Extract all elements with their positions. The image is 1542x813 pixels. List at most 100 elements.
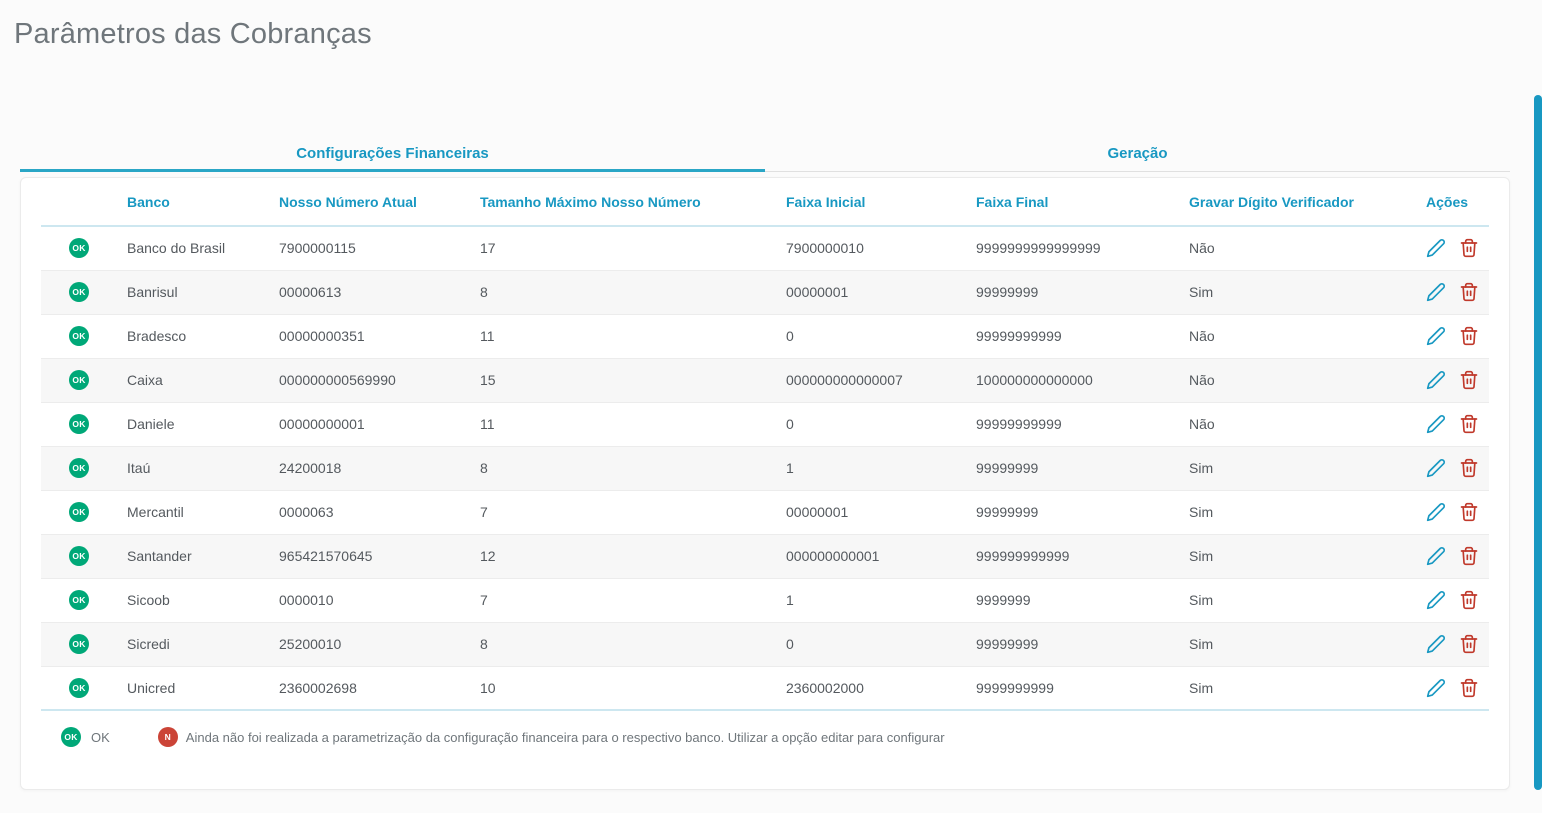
cell-faixa-inicial: 7900000010 bbox=[786, 226, 976, 271]
cell-faixa-final: 99999999 bbox=[976, 490, 1189, 535]
column-header-tamanho-maximo: Tamanho Máximo Nosso Número bbox=[480, 178, 786, 227]
cell-faixa-final: 9999999999 bbox=[976, 666, 1189, 711]
cell-nosso-numero-atual: 00000000001 bbox=[279, 402, 480, 447]
pencil-icon[interactable] bbox=[1426, 546, 1446, 566]
table-row: OK Banco do Brasil 7900000115 17 7900000… bbox=[41, 226, 1489, 271]
cell-faixa-final: 99999999 bbox=[976, 270, 1189, 315]
cell-gravar-digito: Sim bbox=[1189, 666, 1426, 711]
table-row: OK Daniele 00000000001 11 0 99999999999 … bbox=[41, 402, 1489, 447]
cell-banco: Santander bbox=[127, 534, 279, 579]
pencil-icon[interactable] bbox=[1426, 634, 1446, 654]
cell-gravar-digito: Não bbox=[1189, 402, 1426, 447]
pencil-icon[interactable] bbox=[1426, 414, 1446, 434]
table-row: OK Santander 965421570645 12 00000000000… bbox=[41, 534, 1489, 579]
trash-icon[interactable] bbox=[1459, 370, 1479, 390]
cell-faixa-final: 9999999999999999 bbox=[976, 226, 1189, 271]
cell-tamanho-maximo: 11 bbox=[480, 314, 786, 359]
cell-banco: Banco do Brasil bbox=[127, 226, 279, 271]
cell-faixa-inicial: 00000001 bbox=[786, 270, 976, 315]
cell-nosso-numero-atual: 25200010 bbox=[279, 622, 480, 667]
table-row: OK Unicred 2360002698 10 2360002000 9999… bbox=[41, 666, 1489, 711]
table-row: OK Bradesco 00000000351 11 0 99999999999… bbox=[41, 314, 1489, 359]
n-circle-icon: N bbox=[157, 727, 178, 747]
cell-nosso-numero-atual: 2360002698 bbox=[279, 666, 480, 711]
cell-tamanho-maximo: 8 bbox=[480, 622, 786, 667]
pencil-icon[interactable] bbox=[1426, 590, 1446, 610]
pencil-icon[interactable] bbox=[1426, 238, 1446, 258]
cell-banco: Mercantil bbox=[127, 490, 279, 535]
tab-configuracoes-financeiras[interactable]: Configurações Financeiras bbox=[20, 139, 765, 172]
table-row: OK Caixa 000000000569990 15 000000000000… bbox=[41, 358, 1489, 403]
pencil-icon[interactable] bbox=[1426, 282, 1446, 302]
ok-circle-icon: OK bbox=[69, 238, 89, 259]
cell-tamanho-maximo: 12 bbox=[480, 534, 786, 579]
trash-icon[interactable] bbox=[1459, 590, 1479, 610]
cell-banco: Banrisul bbox=[127, 270, 279, 315]
trash-icon[interactable] bbox=[1459, 282, 1479, 302]
scrollbar-thumb[interactable] bbox=[1534, 95, 1542, 790]
cell-faixa-final: 9999999 bbox=[976, 578, 1189, 623]
cell-tamanho-maximo: 8 bbox=[480, 446, 786, 491]
ok-circle-icon: OK bbox=[69, 502, 89, 522]
trash-icon[interactable] bbox=[1459, 326, 1479, 346]
cell-nosso-numero-atual: 0000063 bbox=[279, 490, 480, 535]
status-legend: OK OK N Ainda não foi realizada a parame… bbox=[41, 711, 1489, 763]
table-row: OK Sicoob 0000010 7 1 9999999 Sim bbox=[41, 578, 1489, 623]
tab-bar: Configurações Financeiras Geração bbox=[20, 139, 1510, 172]
cell-faixa-inicial: 1 bbox=[786, 578, 976, 623]
pencil-icon[interactable] bbox=[1426, 502, 1446, 522]
cell-faixa-final: 99999999999 bbox=[976, 314, 1189, 359]
cell-tamanho-maximo: 7 bbox=[480, 490, 786, 535]
cell-nosso-numero-atual: 00000613 bbox=[279, 270, 480, 315]
column-header-faixa-inicial: Faixa Inicial bbox=[786, 178, 976, 227]
table-header-row: Banco Nosso Número Atual Tamanho Máximo … bbox=[41, 178, 1489, 227]
pencil-icon[interactable] bbox=[1426, 326, 1446, 346]
cell-nosso-numero-atual: 0000010 bbox=[279, 578, 480, 623]
table-row: OK Banrisul 00000613 8 00000001 99999999… bbox=[41, 270, 1489, 315]
cell-faixa-inicial: 1 bbox=[786, 446, 976, 491]
column-header-nosso-numero-atual: Nosso Número Atual bbox=[279, 178, 480, 227]
ok-circle-icon: OK bbox=[69, 677, 89, 698]
cell-faixa-inicial: 0 bbox=[786, 622, 976, 667]
trash-icon[interactable] bbox=[1459, 546, 1479, 566]
cell-nosso-numero-atual: 965421570645 bbox=[279, 534, 480, 579]
page-title: Parâmetros das Cobranças bbox=[14, 18, 372, 50]
cell-tamanho-maximo: 10 bbox=[480, 666, 786, 711]
table-row: OK Mercantil 0000063 7 00000001 99999999… bbox=[41, 490, 1489, 535]
cell-faixa-final: 100000000000000 bbox=[976, 358, 1189, 403]
cell-faixa-inicial: 0 bbox=[786, 402, 976, 447]
cell-faixa-inicial: 2360002000 bbox=[786, 666, 976, 711]
cell-faixa-final: 99999999 bbox=[976, 622, 1189, 667]
pencil-icon[interactable] bbox=[1426, 370, 1446, 390]
cell-gravar-digito: Sim bbox=[1189, 270, 1426, 315]
column-header-faixa-final: Faixa Final bbox=[976, 178, 1189, 227]
cell-banco: Unicred bbox=[127, 666, 279, 711]
trash-icon[interactable] bbox=[1459, 414, 1479, 434]
cell-banco: Sicoob bbox=[127, 578, 279, 623]
trash-icon[interactable] bbox=[1459, 502, 1479, 522]
legend-ok-label: OK bbox=[91, 729, 110, 745]
trash-icon[interactable] bbox=[1459, 238, 1479, 258]
ok-circle-icon: OK bbox=[69, 458, 89, 478]
cell-nosso-numero-atual: 7900000115 bbox=[279, 226, 480, 271]
cell-faixa-final: 99999999999 bbox=[976, 402, 1189, 447]
trash-icon[interactable] bbox=[1459, 678, 1479, 698]
pencil-icon[interactable] bbox=[1426, 678, 1446, 698]
cell-banco: Daniele bbox=[127, 402, 279, 447]
cell-nosso-numero-atual: 24200018 bbox=[279, 446, 480, 491]
ok-circle-icon: OK bbox=[69, 326, 89, 346]
table-body: OK Banco do Brasil 7900000115 17 7900000… bbox=[41, 226, 1489, 711]
pencil-icon[interactable] bbox=[1426, 458, 1446, 478]
ok-circle-icon: OK bbox=[61, 727, 81, 747]
cell-gravar-digito: Não bbox=[1189, 358, 1426, 403]
cell-tamanho-maximo: 17 bbox=[480, 226, 786, 271]
trash-icon[interactable] bbox=[1459, 634, 1479, 654]
tab-label: Geração bbox=[1107, 145, 1168, 162]
trash-icon[interactable] bbox=[1459, 458, 1479, 478]
parametros-table: Banco Nosso Número Atual Tamanho Máximo … bbox=[41, 178, 1489, 711]
cell-banco: Caixa bbox=[127, 358, 279, 403]
cell-gravar-digito: Sim bbox=[1189, 534, 1426, 579]
tab-geracao[interactable]: Geração bbox=[765, 139, 1510, 172]
cell-faixa-final: 99999999 bbox=[976, 446, 1189, 491]
ok-circle-icon: OK bbox=[69, 414, 89, 434]
